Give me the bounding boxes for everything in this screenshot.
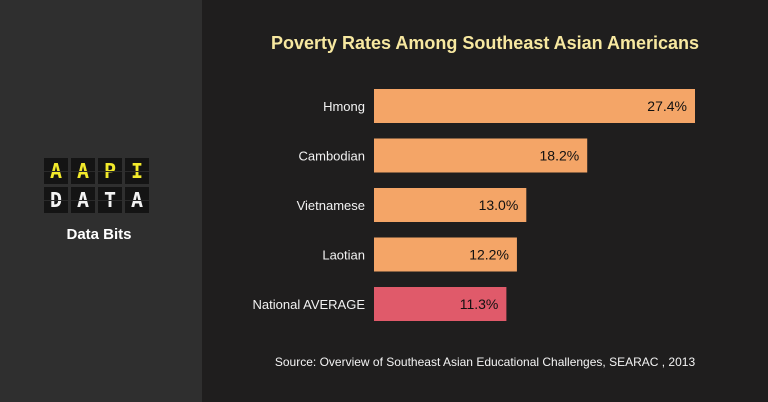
logo-letter: A — [71, 187, 95, 213]
source-note: Source: Overview of Southeast Asian Educ… — [274, 355, 696, 369]
category-label: Hmong — [323, 99, 365, 114]
value-label: 11.3% — [460, 296, 499, 312]
logo-letter: I — [125, 158, 149, 184]
bar-laotian — [374, 237, 517, 272]
bar-vietnamese — [374, 188, 527, 222]
category-label: Laotian — [322, 248, 365, 263]
category-label: Cambodian — [299, 149, 366, 164]
aapi-data-logo: A A P I D A T A — [44, 158, 149, 213]
category-label: National AVERAGE — [253, 297, 366, 312]
chart-title: Poverty Rates Among Southeast Asian Amer… — [270, 33, 700, 53]
bar-hmong — [374, 89, 695, 123]
category-label: Vietnamese — [297, 198, 365, 213]
bar-cambodian — [374, 138, 588, 173]
value-label: 18.2% — [540, 148, 580, 164]
value-label: 27.4% — [647, 98, 687, 114]
logo-letter: A — [125, 187, 149, 213]
bar-national-average — [374, 287, 507, 321]
logo-letter: P — [98, 158, 122, 184]
value-label: 12.2% — [469, 247, 509, 263]
logo-letter: A — [44, 158, 68, 184]
logo-subtitle: Data Bits — [66, 226, 132, 243]
value-label: 13.0% — [479, 197, 519, 213]
logo-letter: A — [71, 158, 95, 184]
sidebar-panel: A A P I D A T A Data Bits — [0, 0, 202, 402]
logo-letter: T — [98, 187, 122, 213]
logo-letter: D — [44, 187, 68, 213]
